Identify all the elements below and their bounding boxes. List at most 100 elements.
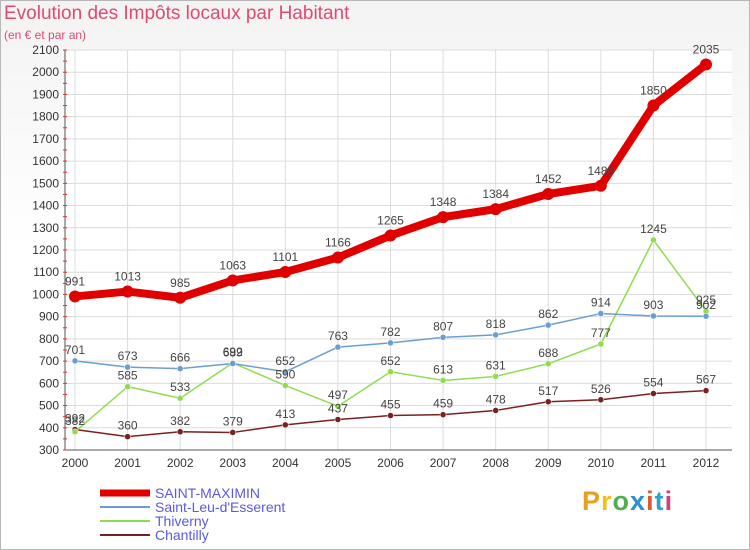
data-point xyxy=(702,312,710,320)
chart-title: Evolution des Impôts locaux par Habitant xyxy=(4,3,350,24)
y-tick-label: 900 xyxy=(39,310,59,324)
data-label: 382 xyxy=(65,414,85,428)
y-tick-label: 800 xyxy=(39,332,59,346)
data-label: 517 xyxy=(538,384,558,398)
y-tick-label: 1600 xyxy=(32,154,59,168)
data-label: 497 xyxy=(328,388,348,402)
data-point xyxy=(492,407,499,414)
data-label: 631 xyxy=(486,358,506,372)
data-point xyxy=(69,290,81,303)
data-point xyxy=(282,368,289,376)
data-label: 585 xyxy=(118,369,138,383)
data-point xyxy=(176,394,184,402)
data-point xyxy=(282,421,289,429)
data-point xyxy=(334,343,342,351)
x-tick-label: 2000 xyxy=(62,456,89,470)
data-label: 413 xyxy=(275,407,295,421)
chart-subtitle: (en € et par an) xyxy=(4,28,87,42)
logo-letter: r xyxy=(601,486,613,516)
data-label: 379 xyxy=(223,414,243,428)
logo-letter: i xyxy=(646,486,655,516)
y-tick-label: 300 xyxy=(39,443,59,457)
data-label: 360 xyxy=(118,419,138,433)
data-label: 902 xyxy=(696,298,716,312)
x-tick-label: 2011 xyxy=(641,456,667,470)
y-tick-label: 500 xyxy=(39,399,59,413)
data-point xyxy=(331,251,344,264)
data-label: 1384 xyxy=(482,187,509,201)
logo-letter: o xyxy=(612,486,631,516)
data-point xyxy=(545,360,552,368)
data-label: 818 xyxy=(486,317,506,331)
data-point xyxy=(334,402,342,410)
data-label: 613 xyxy=(433,362,453,376)
x-tick-label: 2004 xyxy=(272,456,299,470)
data-label: 1245 xyxy=(640,222,667,236)
proxiti-logo: Proxiti xyxy=(582,486,673,517)
data-label: 1348 xyxy=(430,195,457,209)
data-point xyxy=(387,339,394,347)
data-point xyxy=(174,291,187,304)
logo-letter: P xyxy=(582,486,602,516)
data-point xyxy=(437,211,450,224)
data-label: 1452 xyxy=(535,172,562,186)
y-tick-label: 1300 xyxy=(32,221,59,235)
data-point xyxy=(279,266,292,278)
y-tick-label: 1800 xyxy=(32,110,59,124)
x-tick-label: 2006 xyxy=(377,456,404,470)
data-point xyxy=(650,312,657,320)
x-tick-label: 2002 xyxy=(167,456,194,470)
y-tick-label: 1900 xyxy=(32,87,59,101)
data-point xyxy=(226,274,239,287)
data-point xyxy=(650,236,657,244)
data-label: 455 xyxy=(380,398,400,412)
data-label: 985 xyxy=(170,276,190,290)
data-point xyxy=(387,412,394,419)
data-point xyxy=(334,416,342,423)
data-point xyxy=(229,360,236,367)
data-point xyxy=(647,99,660,112)
y-tick-label: 2000 xyxy=(32,65,59,79)
data-label: 666 xyxy=(170,351,190,365)
data-label: 689 xyxy=(223,346,243,360)
data-point xyxy=(124,363,131,371)
data-point xyxy=(71,357,79,365)
data-label: 807 xyxy=(433,319,453,333)
data-label: 701 xyxy=(65,343,85,357)
data-label: 991 xyxy=(65,274,85,288)
data-label: 862 xyxy=(538,307,558,321)
x-tick-label: 2003 xyxy=(219,456,246,470)
legend-label: Saint-Leu-d'Esserent xyxy=(155,499,285,515)
data-point xyxy=(121,285,134,298)
y-tick-label: 1100 xyxy=(33,265,59,279)
y-tick-label: 1700 xyxy=(32,132,59,146)
data-label: 1101 xyxy=(272,250,298,264)
data-label: 1489 xyxy=(587,164,614,178)
data-label: 590 xyxy=(275,368,295,382)
data-label: 392 xyxy=(65,412,85,426)
data-point xyxy=(124,433,131,440)
data-point xyxy=(439,334,447,341)
data-point xyxy=(650,390,657,397)
data-label: 526 xyxy=(591,382,611,396)
y-tick-label: 400 xyxy=(39,421,59,435)
data-label: 652 xyxy=(275,354,295,368)
data-point xyxy=(124,383,131,390)
data-label: 1013 xyxy=(114,270,141,284)
x-tick-label: 2010 xyxy=(587,456,614,470)
legend-label: SAINT-MAXIMIN xyxy=(155,485,260,501)
data-point xyxy=(594,179,607,192)
data-label: 763 xyxy=(328,329,348,343)
data-label: 1850 xyxy=(640,84,667,98)
legend-label: Thiverny xyxy=(155,513,209,529)
y-tick-label: 700 xyxy=(39,354,59,368)
data-point xyxy=(702,387,710,394)
data-label: 1063 xyxy=(219,258,246,272)
x-tick-label: 2005 xyxy=(325,456,352,470)
logo-letter: t xyxy=(654,486,665,516)
data-label: 782 xyxy=(380,325,400,339)
data-point xyxy=(700,58,712,71)
data-label: 2035 xyxy=(693,42,720,56)
data-label: 692 xyxy=(223,345,243,359)
data-label: 382 xyxy=(170,414,190,428)
